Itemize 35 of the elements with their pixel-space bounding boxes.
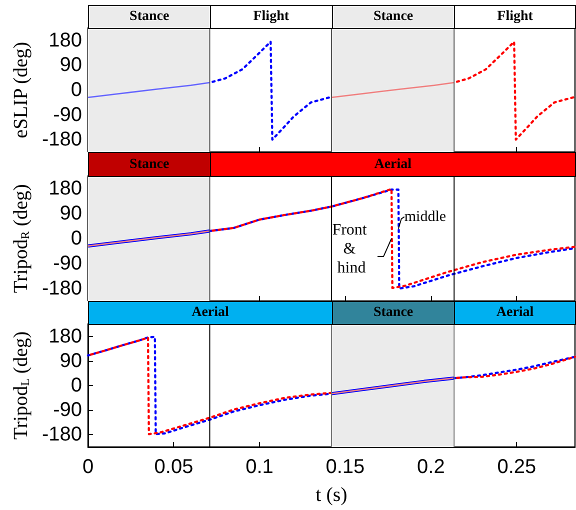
phase-strip: Stance: [332, 301, 456, 325]
y-tick-label: -180: [42, 128, 82, 151]
x-tick-label: 0.1: [246, 456, 274, 478]
annotation: Front & hind: [332, 222, 371, 276]
y-tick-label: 90: [60, 350, 82, 372]
y-axis-title: TripodL (deg): [10, 331, 32, 440]
y-tick-label: -180: [42, 424, 82, 446]
x-tick-label: 0.2: [417, 456, 445, 478]
x-tick-label: 0.15: [326, 456, 365, 478]
y-tick-label: -90: [53, 104, 82, 126]
annotation: middle: [404, 208, 446, 225]
y-tick-label: 0: [70, 228, 82, 250]
phase-strip: Stance: [332, 5, 456, 29]
y-tick-label: 180: [48, 29, 82, 52]
y-tick-label: 0: [70, 374, 82, 396]
phase-strip: Stance: [88, 152, 211, 177]
phase-strip: Aerial: [210, 152, 576, 177]
x-tick-label: 0.05: [154, 456, 194, 478]
y-axis-title: TripodR (deg): [10, 184, 32, 293]
y-tick-label: 90: [60, 54, 82, 76]
y-tick-label: 90: [60, 202, 82, 224]
y-tick-label: -90: [53, 399, 82, 422]
phase-strip: Aerial: [454, 301, 576, 325]
phase-strip: Aerial: [88, 301, 332, 325]
phase-strip: Flight: [210, 5, 332, 29]
y-axis-title: eSLIP (deg): [10, 42, 32, 138]
y-tick-label: 180: [48, 325, 82, 348]
x-tick-label: 0.25: [497, 456, 536, 478]
y-tick-label: 180: [48, 178, 82, 200]
phase-strip: Flight: [454, 5, 576, 29]
y-tick-label: -180: [42, 278, 82, 300]
x-axis-title: t (s): [316, 484, 348, 506]
y-tick-label: 0: [70, 79, 82, 101]
phase-strip: Stance: [88, 5, 211, 29]
y-tick-label: -90: [53, 252, 82, 274]
